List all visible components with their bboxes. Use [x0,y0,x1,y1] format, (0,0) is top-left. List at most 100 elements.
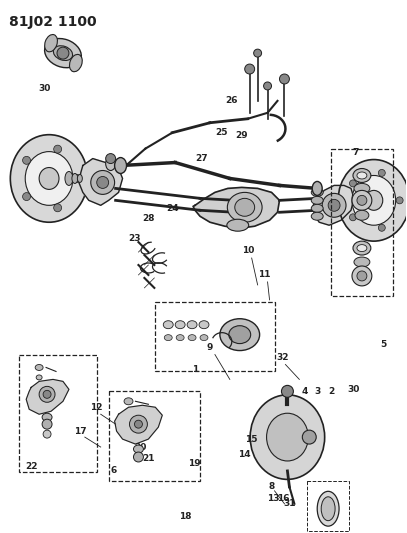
Text: 5: 5 [381,340,387,349]
Circle shape [54,204,61,212]
Text: 23: 23 [128,233,141,243]
Text: 21: 21 [142,455,155,464]
Polygon shape [79,158,123,205]
Circle shape [254,49,262,57]
Bar [109,391,200,481]
Circle shape [73,174,81,182]
Circle shape [23,192,31,200]
Circle shape [280,74,289,84]
Circle shape [91,171,115,195]
Circle shape [352,190,372,211]
Circle shape [43,390,51,398]
Ellipse shape [45,35,57,52]
Ellipse shape [77,174,82,182]
Ellipse shape [229,326,251,344]
Circle shape [134,420,142,428]
Ellipse shape [311,212,323,220]
Ellipse shape [115,158,127,173]
Ellipse shape [188,335,196,341]
Circle shape [379,224,385,231]
Circle shape [379,169,385,176]
Text: 28: 28 [142,214,155,223]
Bar [331,149,393,296]
Text: 1: 1 [192,365,198,374]
Circle shape [302,430,316,444]
Bar [307,481,349,531]
Ellipse shape [199,321,209,329]
Circle shape [245,64,255,74]
Ellipse shape [35,365,43,370]
Circle shape [43,430,51,438]
Ellipse shape [65,172,73,185]
Ellipse shape [357,172,367,179]
Ellipse shape [176,335,184,341]
Ellipse shape [187,321,197,329]
Ellipse shape [72,173,78,183]
Ellipse shape [220,319,260,351]
Text: 15: 15 [245,434,258,443]
Polygon shape [26,379,69,414]
Circle shape [396,197,403,204]
Ellipse shape [228,192,262,222]
Ellipse shape [124,398,133,405]
Ellipse shape [267,413,308,461]
Ellipse shape [106,157,116,171]
Circle shape [133,452,143,462]
Text: 10: 10 [243,246,255,255]
Text: 3: 3 [314,387,320,396]
Text: 22: 22 [25,463,37,472]
Text: 18: 18 [179,512,191,521]
Text: 9: 9 [207,343,213,352]
Ellipse shape [163,321,173,329]
Circle shape [357,271,367,281]
Circle shape [97,176,109,188]
Ellipse shape [354,183,370,193]
Circle shape [57,47,69,59]
Ellipse shape [338,159,407,241]
Ellipse shape [352,175,396,225]
Ellipse shape [25,151,73,205]
Text: 32: 32 [276,353,289,362]
Ellipse shape [133,445,143,453]
Circle shape [282,385,293,397]
Text: 25: 25 [216,128,228,137]
Ellipse shape [311,188,323,196]
Ellipse shape [36,375,42,380]
Ellipse shape [39,167,59,189]
Ellipse shape [175,321,185,329]
Circle shape [23,156,31,164]
Text: 31: 31 [283,499,295,508]
Ellipse shape [45,38,81,68]
Ellipse shape [311,196,323,204]
Ellipse shape [53,46,72,60]
Text: 26: 26 [225,96,238,106]
Text: 6: 6 [110,466,117,475]
Ellipse shape [70,54,82,72]
Text: 81J02 1100: 81J02 1100 [9,15,97,29]
Circle shape [129,415,147,433]
Circle shape [357,196,367,205]
Text: 27: 27 [196,154,208,163]
Polygon shape [193,188,280,228]
Text: 30: 30 [38,84,50,93]
Ellipse shape [353,168,371,182]
Ellipse shape [311,204,323,212]
Text: 30: 30 [348,385,360,394]
Circle shape [42,419,52,429]
Text: 14: 14 [239,449,251,458]
Ellipse shape [42,413,52,421]
Bar [155,302,274,372]
Ellipse shape [357,245,367,252]
Text: 13: 13 [267,494,280,503]
Text: 24: 24 [166,204,179,213]
Ellipse shape [200,335,208,341]
Ellipse shape [250,395,325,479]
Circle shape [264,82,271,90]
Ellipse shape [164,335,172,341]
Circle shape [350,180,357,187]
Text: 11: 11 [258,270,271,279]
Ellipse shape [321,497,335,521]
Circle shape [352,266,372,286]
Polygon shape [115,405,162,444]
Ellipse shape [355,211,369,220]
